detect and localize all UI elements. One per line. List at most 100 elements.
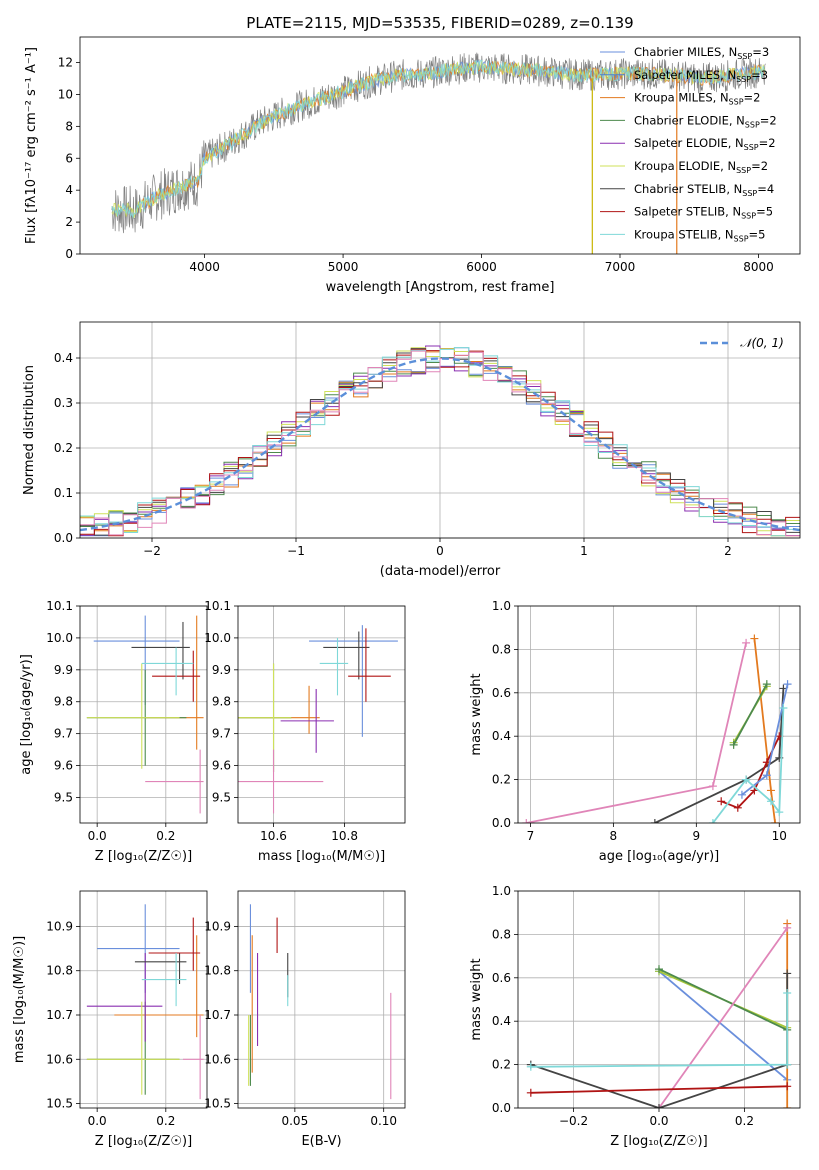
x-tick-label: −0.2 (559, 1114, 588, 1128)
weight-marker (762, 680, 771, 689)
spectrum-axes: 4000 5000 6000 7000 8000 0 2 4 6 8 10 12 wavelength … (24, 36, 801, 295)
weight-marker (783, 923, 792, 932)
y-tick-label: 10.8 (46, 964, 73, 978)
y-tick-label: 1.0 (492, 884, 511, 898)
y-tick-label: 10.5 (204, 1097, 231, 1111)
y-tick-label: 0.4 (54, 351, 73, 365)
legend-entry-name: Salpeter STELIB, N (634, 205, 741, 219)
x-tick-label: 0.0 (88, 1114, 107, 1128)
model-spectrum-line (111, 59, 766, 220)
y-tick-label: 0.2 (492, 1058, 511, 1072)
legend-entry-count: =4 (757, 182, 774, 196)
x-tick-label: 0.0 (88, 829, 107, 843)
y-tick-label: 0.6 (492, 686, 511, 700)
legend-entry-name: Salpeter ELODIE, N (634, 136, 744, 150)
y-tick-label: 4 (65, 183, 73, 197)
x-tick-label: 0.0 (649, 1114, 668, 1128)
weight-marker (766, 797, 775, 806)
y-tick-label: 1.0 (492, 599, 511, 613)
y-tick-label: 10.1 (46, 599, 73, 613)
weight-marker (655, 965, 663, 974)
weight-marker (766, 786, 775, 795)
y-tick-label: 0.3 (54, 396, 73, 410)
y-tick-label: 9.5 (54, 790, 73, 804)
mass_vs_EBV-plot-area (248, 904, 392, 1100)
x-axis-label: E(B-V) (301, 1134, 341, 1149)
x-tick-label: 5000 (328, 260, 359, 274)
y-axis-label: Normed distribution (22, 365, 37, 495)
spectrum-frame (79, 36, 801, 255)
y-tick-label: 10.9 (46, 919, 73, 933)
residuals-axes: −2 −1 0 1 2 0.0 0.1 0.2 0.3 0.4 (data-model)/error… (22, 321, 801, 579)
legend-entry-name: Chabrier STELIB, N (634, 182, 742, 196)
mass_vs_EBV-axes: 0.05 0.10 10.5 10.6 10.7 10.8 10.9 E(B-V) (204, 890, 406, 1149)
weight-marker (733, 803, 742, 812)
weight-marker (783, 969, 792, 978)
y-tick-label: 9.6 (54, 759, 73, 773)
legend-entry-sub: SSP (737, 52, 752, 61)
legend-entry-count: =2 (760, 113, 777, 127)
age_vs_mass-plot-area (238, 625, 398, 814)
y-tick-label: 9.9 (212, 663, 231, 677)
legend-entry: Salpeter ELODIE, NSSP=2 (634, 136, 776, 152)
weight_vs_Z-axes: −0.2 0.0 0.2 0.0 0.2 0.4 0.6 0.8 1.0 Z [log₁₀(Z/Z… (469, 884, 801, 1149)
weight-marker (737, 790, 746, 799)
y-tick-label: 0.8 (492, 927, 511, 941)
weight-marker (717, 797, 726, 806)
x-tick-label: 10.6 (260, 829, 287, 843)
y-tick-label: 10.6 (204, 1052, 231, 1066)
y-tick-label: 2 (65, 215, 73, 229)
y-tick-label: 10.9 (204, 919, 231, 933)
legend-entry-count: =5 (756, 205, 773, 219)
x-tick-label: 0.2 (735, 1114, 754, 1128)
x-tick-label: 0 (436, 544, 444, 558)
y-tick-label: 10.1 (204, 599, 231, 613)
age_vs_Z-axes: 0.0 0.2 9.5 9.6 9.7 9.8 9.9 10.0 10.1 Z [log₁₀(Z/… (19, 599, 208, 864)
x-tick-label: 0.2 (156, 829, 175, 843)
weight-marker (708, 819, 717, 823)
weight-marker (526, 1062, 535, 1071)
residual-legend: 𝒩(0, 1) (700, 336, 784, 350)
weight-marker (762, 771, 771, 780)
y-axis-label: mass [log₁₀(M/M☉)] (12, 936, 27, 1063)
mass_vs_Z-frame (79, 890, 208, 1109)
y-tick-label: 9.7 (212, 727, 231, 741)
x-axis-label: age [log₁₀(age/yr)] (599, 849, 720, 864)
y-tick-label: 10.5 (46, 1097, 73, 1111)
weight-marker (783, 680, 792, 689)
legend-entry-sub: SSP (736, 75, 751, 84)
legend-entry-sub: SSP (745, 120, 760, 129)
legend-entry-count: =2 (759, 136, 776, 150)
legend-entry-count: =2 (751, 159, 768, 173)
legend-entry-sub: SSP (742, 189, 757, 198)
y-tick-label: 9.8 (54, 695, 73, 709)
legend-entry: Chabrier MILES, NSSP=3 (634, 45, 769, 61)
x-tick-label: 7 (527, 829, 535, 843)
x-tick-label: 4000 (189, 260, 220, 274)
weight-marker (650, 819, 659, 823)
weight-line (658, 968, 788, 1031)
y-axis-label: mass weight (469, 958, 484, 1040)
x-axis-label: mass [log₁₀(M/M☉)] (258, 849, 385, 864)
y-tick-label: 9.6 (212, 759, 231, 773)
mass_vs_Z-axes: 0.0 0.2 10.5 10.6 10.7 10.8 10.9 Z [log₁₀(Z/Z☉)… (12, 890, 208, 1149)
weight-marker (729, 740, 738, 749)
y-tick-label: 10.8 (204, 964, 231, 978)
y-tick-label: 10.6 (46, 1052, 73, 1066)
legend-entry-name: Chabrier MILES, N (634, 45, 737, 59)
y-tick-label: 9.9 (54, 663, 73, 677)
figure-title: PLATE=2115, MJD=53535, FIBERID=0289, z=0… (246, 14, 633, 32)
y-tick-label: 0.6 (492, 971, 511, 985)
x-tick-label: 0.2 (156, 1114, 175, 1128)
weight-marker (783, 1104, 792, 1108)
y-tick-label: 9.5 (212, 790, 231, 804)
y-tick-label: 0.2 (492, 773, 511, 787)
legend-entry-count: =3 (752, 45, 769, 59)
residuals-plot-area (80, 345, 800, 537)
weight-marker (783, 988, 792, 997)
x-tick-label: 8 (610, 829, 618, 843)
y-tick-label: 0.1 (54, 486, 73, 500)
y-axis-label: Flux [fλ10⁻¹⁷ erg cm⁻² s⁻¹ A⁻¹] (24, 47, 39, 244)
legend-entry: Salpeter MILES, NSSP=3 (634, 68, 768, 84)
